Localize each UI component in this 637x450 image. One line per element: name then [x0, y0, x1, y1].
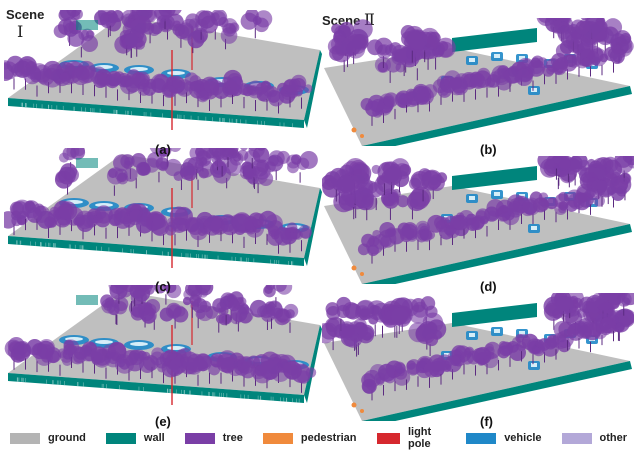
point-cloud-scene-2: [322, 293, 634, 421]
legend-swatch-ground: [10, 432, 40, 444]
scene-1-title: Scene: [6, 7, 45, 22]
other-structure: [76, 295, 98, 305]
legend-item-ground: ground: [10, 432, 86, 444]
wall-back: [452, 166, 537, 190]
legend-swatch-wall: [105, 432, 136, 444]
legend-label-light-pole: light pole: [407, 426, 432, 450]
legend-label-tree: tree: [222, 432, 243, 444]
legend-swatch-vehicle: [466, 432, 497, 444]
point-cloud-panel-a: [4, 10, 322, 130]
legend: ground wall tree pedestrian light pole v…: [0, 426, 637, 450]
legend-swatch-light-pole: [376, 432, 400, 444]
pedestrian-2: [360, 409, 364, 413]
wall-side: [304, 188, 322, 266]
wall-side: [304, 50, 322, 128]
legend-item-light-pole: light pole: [376, 426, 447, 450]
legend-swatch-other: [561, 432, 592, 444]
wall-front: [362, 361, 632, 421]
legend-item-vehicle: vehicle: [466, 432, 542, 444]
pedestrian: [351, 127, 357, 133]
wall-side: [304, 325, 322, 403]
legend-label-wall: wall: [143, 432, 165, 444]
legend-item-pedestrian: pedestrian: [262, 432, 357, 444]
panel-label-b: (b): [480, 142, 497, 157]
other-structure: [76, 20, 98, 30]
wall-front: [362, 86, 632, 146]
legend-swatch-tree: [184, 432, 215, 444]
pedestrian: [351, 265, 357, 271]
legend-label-other: other: [599, 432, 628, 444]
panel-label-f: (f): [480, 414, 493, 429]
point-cloud-scene-1: [4, 148, 322, 268]
pedestrian-2: [360, 272, 364, 276]
point-cloud-panel-c: [4, 148, 322, 268]
scene-2-numeral: Ⅱ: [363, 12, 375, 29]
wall-back: [452, 28, 537, 52]
wall-front: [8, 236, 304, 266]
ground-plane: [324, 186, 630, 284]
point-cloud-scene-2: [324, 18, 634, 146]
panel-label-c: (c): [155, 279, 171, 294]
legend-swatch-pedestrian: [262, 432, 293, 444]
pedestrian: [351, 402, 357, 408]
wall-front: [362, 224, 632, 284]
wall-back: [452, 303, 537, 327]
legend-item-wall: wall: [105, 432, 165, 444]
point-cloud-scene-2: [322, 156, 634, 284]
legend-label-pedestrian: pedestrian: [300, 432, 357, 444]
legend-label-vehicle: vehicle: [504, 432, 542, 444]
point-cloud-panel-d: [322, 156, 634, 284]
scene-1-label: Scene Ⅰ: [6, 6, 44, 42]
other-structure: [76, 158, 98, 168]
panel-label-e: (e): [155, 414, 171, 429]
pedestrian-2: [360, 134, 364, 138]
point-cloud-panel-e: [4, 285, 322, 405]
point-cloud-panel-f: [322, 293, 634, 421]
point-cloud-panel-b: [324, 18, 634, 146]
point-cloud-scene-1: [4, 285, 322, 405]
legend-item-other: other: [561, 432, 628, 444]
panel-label-d: (d): [480, 279, 497, 294]
scene-1-numeral: Ⅰ: [17, 24, 24, 41]
panel-label-a: (a): [155, 142, 171, 157]
point-cloud-scene-1: [4, 10, 322, 130]
legend-label-ground: ground: [48, 432, 86, 444]
wall-front: [8, 373, 304, 403]
legend-item-tree: tree: [184, 432, 243, 444]
